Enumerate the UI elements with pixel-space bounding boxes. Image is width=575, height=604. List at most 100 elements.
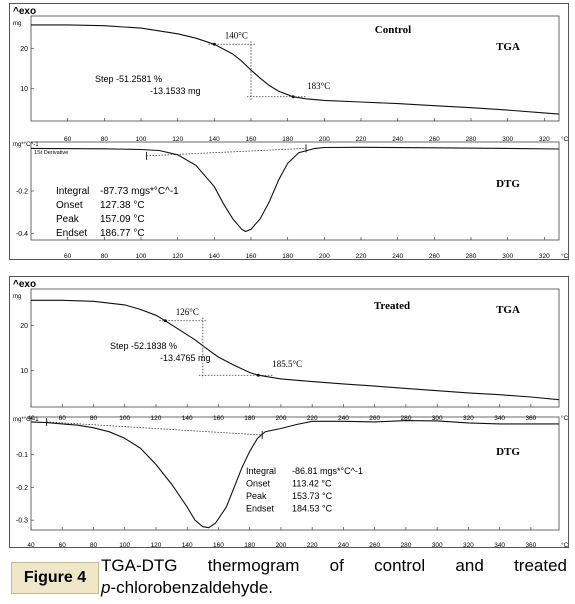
tga-x-tick-label: 200: [319, 136, 330, 143]
tga-curve: [31, 24, 560, 115]
dtg-y-tick-label: -0.3: [16, 518, 28, 525]
result-value: 186.77 °C: [100, 228, 145, 239]
dtg-x-tick-label: 60: [64, 253, 72, 259]
dtg-y-unit: mg*°C^-1: [13, 417, 39, 423]
caption-word: TGA-DTG: [101, 556, 178, 575]
dtg-x-tick-label: 320: [539, 253, 550, 259]
tga-x-tick-label: 80: [101, 136, 109, 143]
result-label: Integral: [56, 186, 89, 197]
result-value: 113.42 °C: [292, 479, 332, 489]
dtg-x-tick-label: 140: [209, 253, 220, 259]
dtg-x-tick-label: 80: [90, 542, 98, 547]
endset-point: [291, 95, 295, 99]
tga-x-tick-label: 260: [369, 415, 380, 422]
dtg-x-tick-label: 360: [525, 542, 536, 547]
dtg-x-tick-label: 120: [172, 253, 183, 259]
result-label: Endset: [246, 504, 275, 514]
onset-point: [163, 319, 167, 323]
tga-x-tick-label: 320: [463, 415, 474, 422]
treated-thermogram-panel: ^exo mg mg*°C^-1 10 20 -0.1 -0.2 -0.3 40 60 80 100 1…: [9, 276, 569, 548]
tga-x-tick-label: 320: [539, 136, 550, 143]
tga-y-tick-label: 20: [20, 323, 28, 330]
dtg-y-tick-label: -0.2: [16, 189, 28, 196]
dtg-x-tick-label: 200: [319, 253, 330, 259]
tga-label: TGA: [496, 41, 520, 53]
endset-point: [256, 373, 260, 377]
tga-x-tick-label: 60: [59, 415, 67, 422]
result-value: 157.09 °C: [100, 214, 145, 225]
result-value: 153.73 °C: [292, 491, 333, 501]
dtg-x-tick-label: 220: [307, 542, 318, 547]
dtg-y-tick-label: -0.2: [16, 485, 28, 492]
exo-label: ^exo: [13, 6, 36, 17]
dtg-curve-label: 1St Derivative: [34, 150, 68, 156]
step-mass-label: -13.1533 mg: [150, 86, 201, 96]
tga-x-tick-label: 300: [502, 136, 513, 143]
result-value: -86.81 mgs*°C^-1: [292, 466, 363, 476]
dtg-x-tick-label: 160: [213, 542, 224, 547]
result-label: Peak: [246, 491, 267, 501]
result-value: -87.73 mgs*°C^-1: [100, 186, 179, 197]
dtg-x-tick-label: 340: [494, 542, 505, 547]
sample-label: Treated: [374, 300, 410, 312]
onset-temperature-label: 126°C: [176, 307, 199, 317]
tga-x-tick-label: 240: [392, 136, 403, 143]
dtg-x-tick-label: 80: [101, 253, 109, 259]
dtg-x-tick-label: 40: [27, 542, 35, 547]
dtg-x-tick-label: 120: [151, 542, 162, 547]
tga-x-tick-label: 40: [27, 415, 35, 422]
dtg-x-tick-label: 100: [119, 542, 130, 547]
tga-x-tick-label: 160: [213, 415, 224, 422]
tga-x-unit: °C: [561, 135, 568, 143]
dtg-x-tick-label: 240: [338, 542, 349, 547]
caption-word: thermogram: [207, 556, 300, 575]
tga-x-tick-label: 260: [429, 136, 440, 143]
result-value: 184.53 °C: [292, 504, 333, 514]
control-chart: ^exo mg mg*°C^-1 10 20 -0.2 -0.4 60 80 100 120 140 1…: [13, 6, 568, 259]
dtg-curve: [30, 146, 560, 233]
tga-x-tick-label: 100: [119, 415, 130, 422]
tga-label: TGA: [496, 304, 520, 316]
tga-x-tick-label: 140: [182, 415, 193, 422]
caption-word: of: [329, 556, 344, 575]
tga-plot-frame: [30, 15, 560, 122]
dtg-x-tick-label: 260: [369, 542, 380, 547]
treated-chart: ^exo mg mg*°C^-1 10 20 -0.1 -0.2 -0.3 40 60 80 100 1…: [13, 279, 568, 547]
result-label: Onset: [56, 200, 83, 211]
result-label: Onset: [246, 479, 271, 489]
dtg-x-tick-label: 300: [502, 253, 513, 259]
dtg-x-tick-label: 280: [466, 253, 477, 259]
dtg-curve: [30, 420, 559, 529]
dtg-x-tick-label: 180: [244, 542, 255, 547]
result-value: 127.38 °C: [100, 200, 145, 211]
dtg-label: DTG: [496, 446, 520, 458]
dtg-x-tick-label: 320: [463, 542, 474, 547]
dtg-x-tick-label: 280: [400, 542, 411, 547]
dtg-x-tick-label: 260: [429, 253, 440, 259]
tga-x-tick-label: 120: [172, 136, 183, 143]
endset-temperature-label: 185.5°C: [272, 359, 302, 369]
tga-x-tick-label: 120: [151, 415, 162, 422]
tga-y-unit: mg: [13, 294, 21, 300]
dtg-y-tick-label: -0.1: [16, 452, 28, 459]
tga-x-tick-label: 180: [282, 136, 293, 143]
tga-x-tick-label: 360: [525, 415, 536, 422]
tga-y-tick-label: 10: [20, 368, 28, 375]
tga-x-tick-label: 340: [494, 415, 505, 422]
control-thermogram-panel: ^exo mg mg*°C^-1 10 20 -0.2 -0.4 60 80 100 120 140 1…: [9, 3, 569, 260]
tga-x-tick-label: 300: [432, 415, 443, 422]
tga-x-tick-label: 240: [338, 415, 349, 422]
tga-x-tick-label: 180: [244, 415, 255, 422]
caption-text: TGA-DTG thermogram of control and treated p-c…: [101, 555, 567, 599]
caption-line-2: p-chlorobenzaldehyde.: [101, 577, 567, 599]
dtg-x-tick-label: 60: [59, 542, 67, 547]
dtg-y-unit: mg*°C^-1: [13, 142, 39, 148]
step-percent-label: Step -51.2581 %: [95, 74, 162, 84]
caption-line-1: TGA-DTG thermogram of control and treated: [101, 555, 567, 577]
result-label: Integral: [246, 466, 276, 476]
onset-point: [212, 42, 216, 46]
caption-compound: -chlorobenzaldehyde.: [110, 578, 274, 597]
tga-x-unit: °C: [561, 414, 568, 422]
dtg-label: DTG: [496, 178, 520, 190]
result-label: Endset: [56, 228, 87, 239]
